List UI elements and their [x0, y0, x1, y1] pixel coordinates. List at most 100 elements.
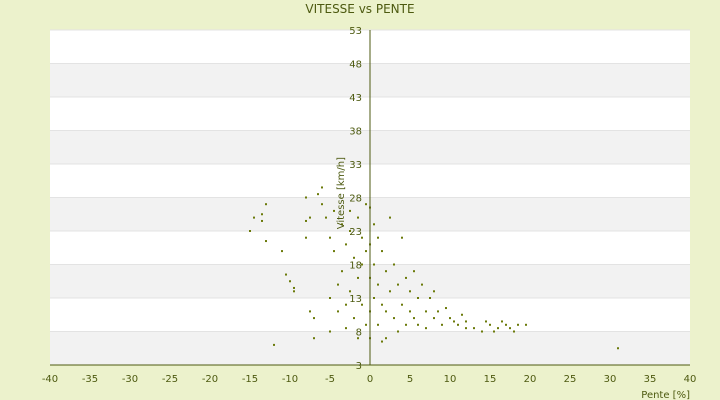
data-point: [493, 330, 495, 333]
data-point: [381, 303, 383, 306]
data-point: [465, 327, 467, 330]
x-tick-label: -20: [202, 374, 218, 385]
data-point: [321, 203, 323, 206]
data-point: [441, 323, 443, 326]
data-point: [433, 290, 435, 293]
x-tick-label: -10: [282, 374, 298, 385]
data-point: [313, 337, 315, 340]
data-point: [449, 317, 451, 320]
data-point: [393, 263, 395, 266]
data-point: [341, 270, 343, 273]
y-tick-label: 48: [349, 60, 362, 71]
x-tick-label: 25: [564, 374, 577, 385]
x-tick-label: 15: [484, 374, 497, 385]
data-point: [393, 317, 395, 320]
data-point: [385, 270, 387, 273]
data-point: [329, 330, 331, 333]
data-point: [341, 223, 343, 226]
data-point: [377, 283, 379, 286]
y-tick-label: 8: [356, 328, 362, 339]
data-point: [285, 273, 287, 276]
data-point: [489, 323, 491, 326]
y-tick-label: 3: [356, 361, 362, 372]
x-tick-label: 20: [524, 374, 537, 385]
data-point: [325, 216, 327, 219]
data-point: [273, 343, 275, 346]
data-point: [465, 320, 467, 323]
data-point: [425, 327, 427, 330]
data-point: [409, 290, 411, 293]
data-point: [353, 317, 355, 320]
tick-labels: -40 -35 -30 -25 -20 -15 -10 -5 0 5 10 15 20 25 30 35 40 3…: [42, 26, 697, 385]
y-tick-label: 18: [349, 261, 362, 272]
data-point: [345, 243, 347, 246]
data-point: [429, 297, 431, 299]
data-points: [249, 186, 619, 350]
x-tick-label: 10: [444, 374, 457, 385]
data-point: [353, 256, 355, 259]
data-point: [425, 310, 427, 313]
data-point: [409, 310, 411, 313]
data-point: [321, 186, 323, 189]
x-tick-label: 35: [644, 374, 657, 385]
data-point: [313, 317, 315, 320]
data-point: [337, 283, 339, 286]
data-point: [329, 236, 331, 239]
data-point: [289, 280, 291, 283]
data-point: [373, 263, 375, 266]
data-point: [445, 307, 447, 310]
data-point: [253, 216, 255, 219]
data-point: [457, 323, 459, 326]
data-point: [377, 236, 379, 239]
y-tick-label: 28: [349, 194, 362, 205]
data-point: [265, 240, 267, 243]
data-point: [509, 327, 511, 330]
data-point: [517, 323, 519, 326]
data-point: [361, 263, 363, 266]
data-point: [365, 323, 367, 326]
data-point: [365, 250, 367, 253]
data-point: [373, 297, 375, 299]
data-point: [381, 250, 383, 253]
data-point: [357, 216, 359, 219]
data-point: [337, 310, 339, 313]
x-axis-label: Pente [%]: [641, 390, 690, 400]
data-point: [345, 327, 347, 330]
data-point: [309, 310, 311, 313]
data-point: [265, 203, 267, 206]
y-tick-label: 33: [349, 160, 362, 171]
x-tick-label: 0: [367, 374, 373, 385]
data-point: [349, 290, 351, 293]
data-point: [381, 340, 383, 343]
data-point: [345, 303, 347, 306]
data-point: [361, 236, 363, 239]
data-point: [389, 290, 391, 293]
data-point: [481, 330, 483, 333]
data-point: [413, 317, 415, 320]
data-point: [405, 323, 407, 326]
data-point: [293, 286, 295, 289]
data-point: [373, 223, 375, 226]
data-point: [305, 196, 307, 199]
x-tick-label: -5: [325, 374, 335, 385]
data-point: [357, 276, 359, 279]
y-tick-label: 13: [349, 294, 362, 305]
data-point: [293, 290, 295, 293]
x-tick-label: -25: [162, 374, 178, 385]
data-point: [249, 230, 251, 232]
data-point: [389, 216, 391, 219]
data-point: [361, 303, 363, 306]
y-tick-label: 53: [349, 26, 362, 37]
x-tick-label: 30: [604, 374, 617, 385]
x-tick-label: -35: [82, 374, 98, 385]
data-point: [397, 283, 399, 286]
data-point: [505, 323, 507, 326]
data-point: [305, 219, 307, 222]
data-point: [473, 327, 475, 330]
data-point: [349, 209, 351, 212]
data-point: [433, 317, 435, 320]
data-point: [397, 330, 399, 333]
data-point: [329, 297, 331, 299]
data-point: [261, 213, 263, 216]
